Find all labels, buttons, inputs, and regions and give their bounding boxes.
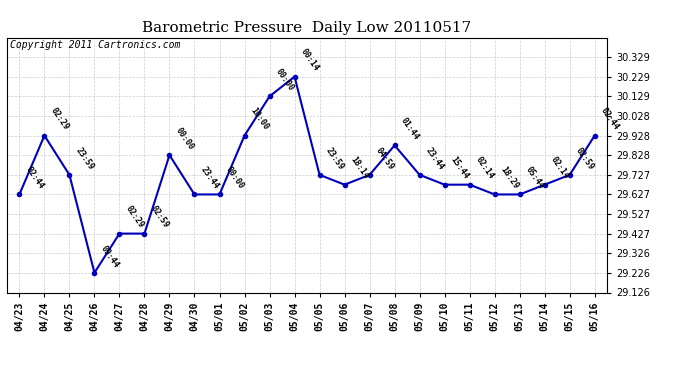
Text: 00:00: 00:00 [224,165,246,191]
Text: 23:44: 23:44 [424,146,446,171]
Text: 05:44: 05:44 [524,165,546,191]
Text: 04:59: 04:59 [374,146,395,171]
Text: 01:44: 01:44 [399,116,420,142]
Text: 02:14: 02:14 [549,156,571,181]
Text: Copyright 2011 Cartronics.com: Copyright 2011 Cartronics.com [10,40,180,50]
Text: 18:29: 18:29 [499,165,520,191]
Text: 23:59: 23:59 [324,146,346,171]
Text: 00:14: 00:14 [299,48,320,73]
Title: Barometric Pressure  Daily Low 20110517: Barometric Pressure Daily Low 20110517 [142,21,472,35]
Text: 02:14: 02:14 [474,156,495,181]
Text: 02:44: 02:44 [23,165,46,191]
Text: 02:44: 02:44 [599,106,620,132]
Text: 00:00: 00:00 [174,126,195,152]
Text: 02:59: 02:59 [574,146,595,171]
Text: 00:00: 00:00 [274,67,295,93]
Text: 23:59: 23:59 [74,146,95,171]
Text: 23:44: 23:44 [199,165,220,191]
Text: 02:29: 02:29 [124,204,146,230]
Text: 18:14: 18:14 [348,156,371,181]
Text: 10:00: 10:00 [248,106,270,132]
Text: 15:44: 15:44 [448,156,471,181]
Text: 02:59: 02:59 [148,204,170,230]
Text: 02:29: 02:29 [48,106,70,132]
Text: 09:44: 09:44 [99,243,120,269]
